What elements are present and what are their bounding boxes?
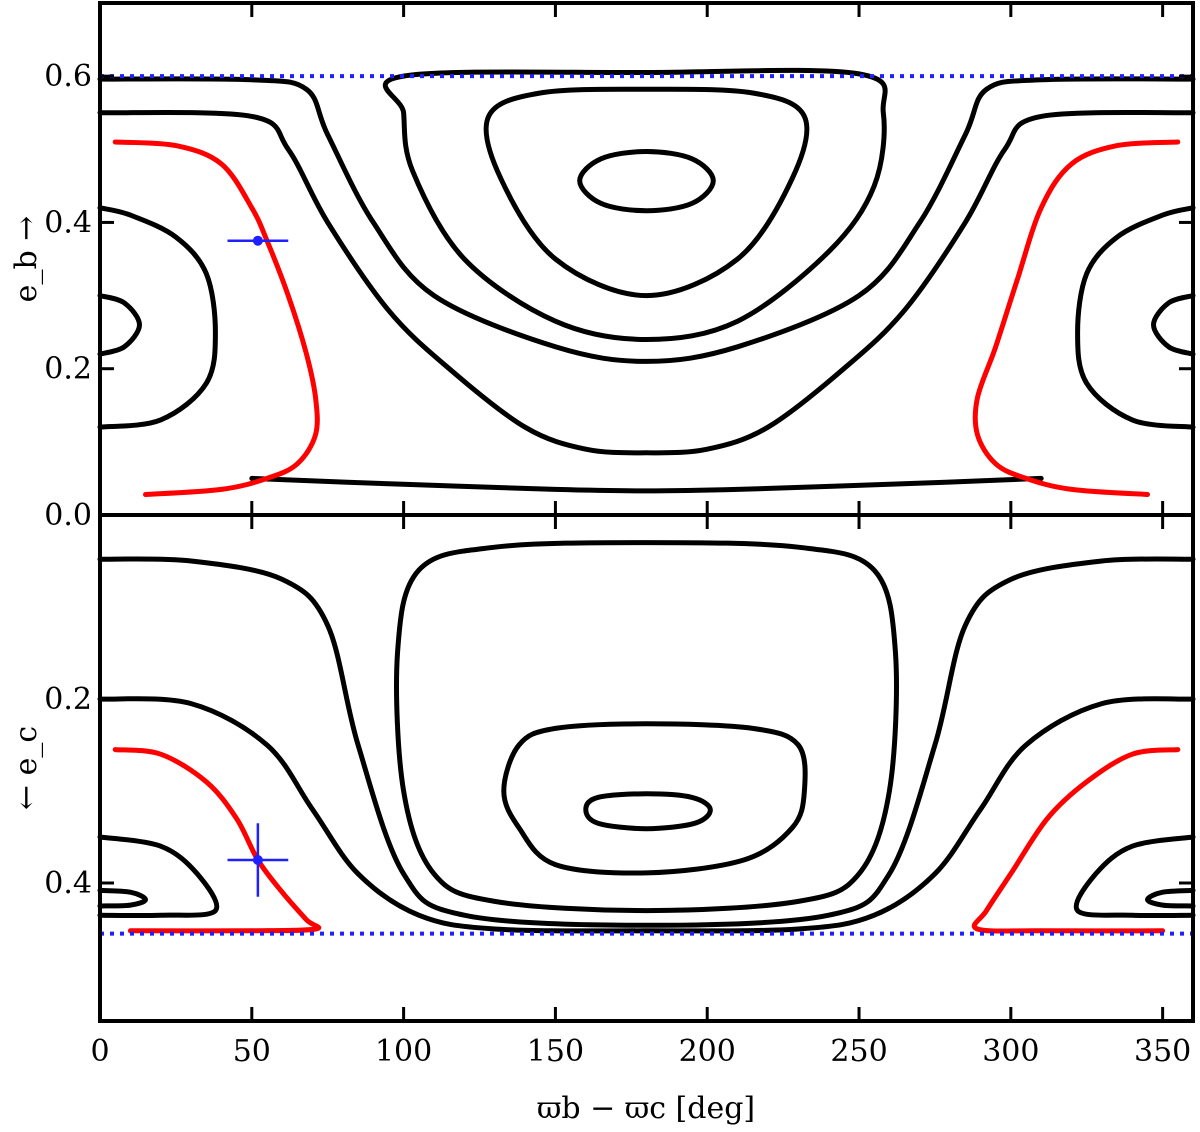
top-panel-plot-area: [97, 67, 1196, 497]
bottom-contour-line-0: [583, 791, 713, 832]
bottom-contour-line-4: [97, 696, 1196, 934]
bottom-contour-line-2: [394, 540, 899, 914]
top-data-point: [227, 235, 289, 246]
bottom-panel-frame: [98, 513, 1195, 1023]
top-contour-line-7: [97, 293, 142, 357]
x-tick-label: 350: [1134, 1034, 1191, 1069]
top-contour-line-8: [1151, 293, 1196, 357]
bottom-contour-line-red-10: [971, 747, 1181, 934]
bottom-contour-line-6: [1073, 834, 1196, 919]
top-contour-line-2: [382, 67, 888, 342]
top-panel-y-axis-label: e_b →: [9, 216, 44, 303]
bottom-contour-line-5: [97, 834, 220, 919]
bottom-panel: 0.2 0.4 0 50 100 150 200 250 300 350 ← e_c ϖb − ϖ…: [9, 513, 1196, 1126]
x-tick-label: 250: [830, 1034, 887, 1069]
top-contour-line-5: [97, 205, 218, 430]
bottom-y-tick-label: 0.2: [44, 682, 92, 717]
top-contour-line-6: [1075, 205, 1196, 430]
top-y-tick-label: 0.0: [44, 498, 92, 533]
x-tick-label: 100: [375, 1034, 432, 1069]
bottom-contour-line-1: [501, 721, 808, 876]
bottom-panel-ticks: 0.2 0.4 0 50 100 150 200 250 300 350: [44, 515, 1193, 1069]
top-contour-line-3: [97, 76, 1196, 364]
x-tick-label: 0: [90, 1034, 109, 1069]
top-contour-line-red-11: [972, 139, 1181, 497]
bottom-point-marker: [252, 855, 263, 865]
top-contour-line-4: [97, 109, 1196, 456]
bottom-contour-line-3: [97, 556, 1196, 928]
bottom-y-tick-label: 0.4: [44, 866, 92, 901]
bottom-contour-line-7: [97, 887, 148, 909]
top-panel-ticks: 0.0 0.2 0.4 0.6: [44, 3, 1193, 533]
top-panel: 0.0 0.2 0.4 0.6 e_b →: [9, 1, 1196, 533]
bottom-panel-y-axis-label: ← e_c: [9, 726, 44, 810]
top-y-tick-label: 0.4: [44, 205, 92, 240]
bottom-contour-line-red-9: [112, 747, 322, 934]
top-contour-line-9: [249, 475, 1044, 494]
bottom-contour-line-8: [1145, 887, 1196, 909]
x-tick-label: 300: [982, 1034, 1039, 1069]
top-y-tick-label: 0.2: [44, 352, 92, 387]
x-axis-label: ϖb − ϖc [deg]: [537, 1091, 755, 1126]
top-y-tick-label: 0.6: [44, 59, 92, 94]
bottom-data-point: [227, 823, 289, 897]
top-contour-line-1: [483, 86, 810, 299]
bottom-panel-plot-area: [97, 540, 1196, 936]
top-contour-line-0: [577, 149, 716, 214]
x-tick-label: 150: [527, 1034, 584, 1069]
x-tick-label: 200: [679, 1034, 736, 1069]
top-point-marker: [252, 235, 263, 246]
top-contour-line-red-10: [112, 139, 320, 497]
x-tick-label: 50: [233, 1034, 271, 1069]
